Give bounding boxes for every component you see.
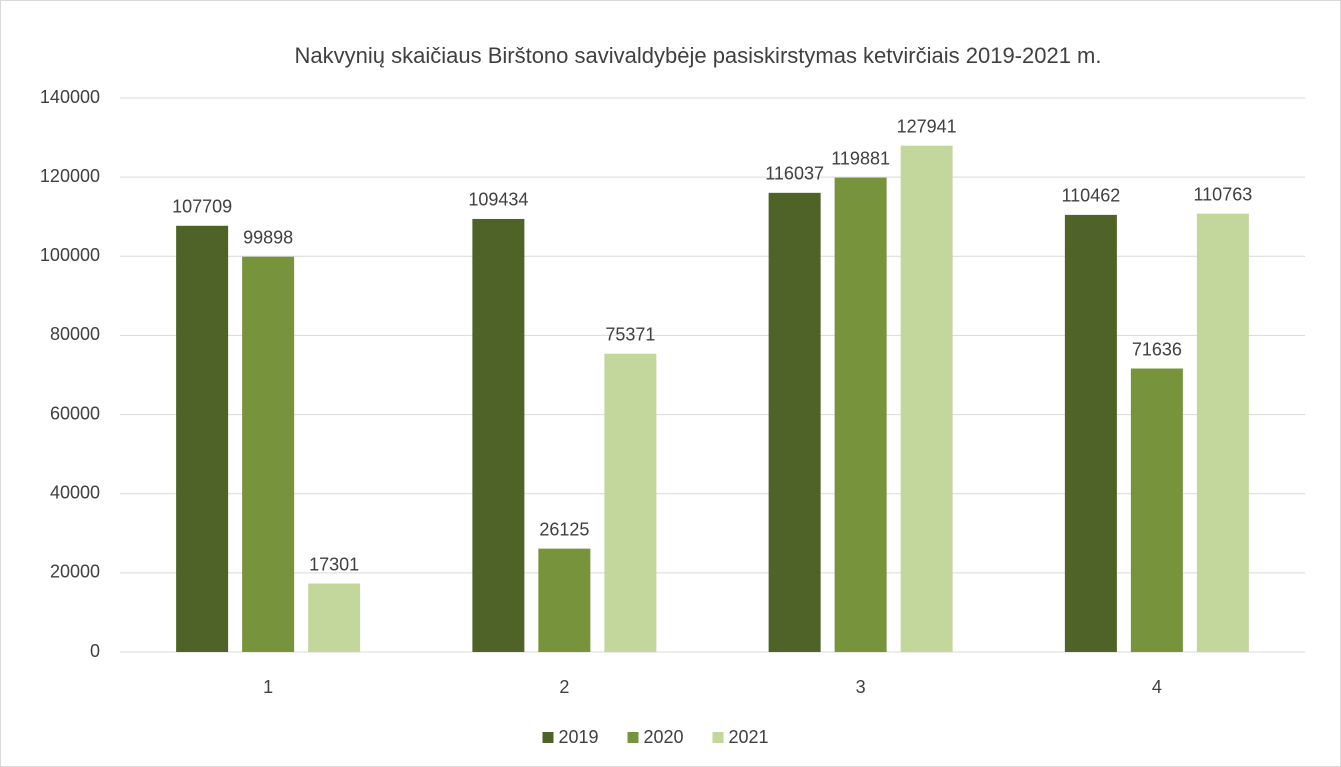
data-label: 116037 [765,164,824,184]
data-label: 99898 [243,227,293,247]
y-tick-label: 0 [90,641,100,661]
bar [308,583,361,652]
bar [176,225,229,653]
legend-swatch [712,732,724,743]
chart-title: Nakvynių skaičiaus Birštono savivaldybėj… [295,43,1102,68]
legend-label: 2019 [559,727,599,747]
data-label: 110462 [1062,186,1121,206]
bar [604,353,657,652]
bar [768,192,821,652]
legend-swatch [627,732,639,743]
y-tick-label: 20000 [50,562,100,582]
bar [1064,214,1117,652]
y-tick-label: 140000 [40,87,100,107]
x-tick-label: 4 [1152,677,1162,697]
data-label: 17301 [309,554,359,574]
data-label: 71636 [1132,339,1182,359]
bar [834,177,887,652]
bar [472,218,525,652]
data-label: 119881 [831,148,890,168]
bar [242,256,295,652]
data-label: 26125 [539,519,589,539]
bar [1130,368,1183,652]
y-tick-label: 80000 [50,324,100,344]
y-tick-label: 120000 [40,166,100,186]
x-tick-label: 1 [263,677,273,697]
data-label: 127941 [897,116,957,136]
y-tick-label: 100000 [40,245,100,265]
bar [1196,213,1249,652]
legend-label: 2020 [644,727,684,747]
data-label: 107709 [172,197,232,217]
data-label: 75371 [605,324,655,344]
y-tick-label: 60000 [50,403,100,423]
legend-label: 2021 [729,727,769,747]
legend-swatch [542,732,554,743]
y-tick-label: 40000 [50,482,100,502]
x-tick-label: 3 [856,677,866,697]
data-label: 109434 [468,190,528,210]
x-tick-label: 2 [559,677,569,697]
bar [538,548,591,652]
data-label: 110763 [1194,184,1253,204]
bar [900,145,953,653]
